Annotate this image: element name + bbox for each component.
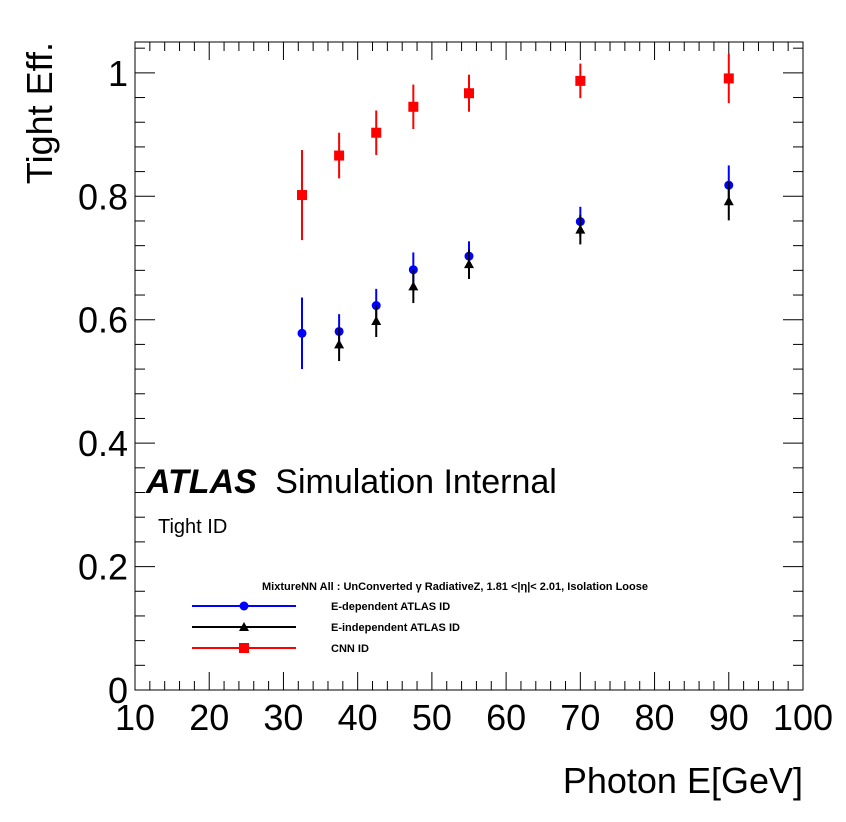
data-point — [464, 259, 474, 269]
atlas-label: ATLAS Simulation Internal — [145, 463, 557, 501]
data-point — [723, 73, 734, 84]
y-tick-label: 0 — [108, 670, 128, 711]
x-tick-label: 20 — [189, 697, 229, 738]
plot-frame — [134, 41, 804, 691]
data-point — [464, 88, 474, 99]
atlas-status-text: Simulation Internal — [275, 463, 557, 501]
data-point — [371, 315, 382, 325]
x-tick-label: 10 — [115, 697, 155, 738]
x-tick-label: 100 — [773, 697, 833, 738]
x-axis-title: Photon E[GeV] — [563, 760, 803, 801]
legend-label: CNN ID — [331, 643, 369, 655]
data-point — [575, 75, 586, 86]
data-point — [297, 328, 307, 338]
x-tick-label: 60 — [486, 697, 526, 738]
series-cnn-id — [297, 53, 734, 241]
series-e-dependent-atlas-id — [297, 165, 734, 370]
legend-marker — [239, 643, 249, 653]
data-point — [575, 224, 586, 234]
data-point — [297, 190, 307, 201]
y-axis-title: Tight Eff. — [19, 42, 60, 184]
x-tick-label: 30 — [263, 697, 303, 738]
x-tick-label: 90 — [709, 697, 749, 738]
x-tick-label: 80 — [635, 697, 675, 738]
selection-subtitle: Tight ID — [158, 516, 227, 538]
axis-tick-labels: 10 20 30 40 50 60 70 80 90 100 0 0.2 0.4 0.6 0.8 1 — [78, 53, 833, 738]
data-point — [408, 101, 419, 112]
legend-label: E-dependent ATLAS ID — [331, 601, 450, 613]
x-tick-label: 40 — [338, 697, 378, 738]
atlas-logo-text: ATLAS — [145, 463, 257, 501]
legend-marker — [239, 622, 249, 631]
y-tick-label: 0.8 — [78, 176, 128, 217]
x-tick-label: 50 — [412, 697, 452, 738]
data-point — [408, 281, 419, 291]
data-point — [371, 127, 382, 138]
data-point — [334, 339, 345, 349]
y-tick-label: 0.4 — [78, 423, 128, 464]
data-series — [297, 53, 734, 370]
data-point — [723, 196, 734, 206]
legend-marker — [239, 601, 249, 611]
legend: MixtureNN All : UnConverted γ RadiativeZ… — [192, 581, 648, 655]
x-tick-label: 70 — [560, 697, 600, 738]
legend-header: MixtureNN All : UnConverted γ RadiativeZ… — [262, 581, 648, 593]
data-point — [334, 150, 345, 161]
axis-ticks — [134, 42, 804, 691]
y-tick-label: 0.6 — [78, 300, 128, 341]
legend-entries: E-dependent ATLAS ID E-independent ATLAS … — [192, 601, 460, 655]
series-e-independent-atlas-id — [334, 182, 734, 362]
legend-label: E-independent ATLAS ID — [331, 622, 460, 634]
y-tick-label: 1 — [108, 53, 128, 94]
y-tick-label: 0.2 — [78, 547, 128, 588]
